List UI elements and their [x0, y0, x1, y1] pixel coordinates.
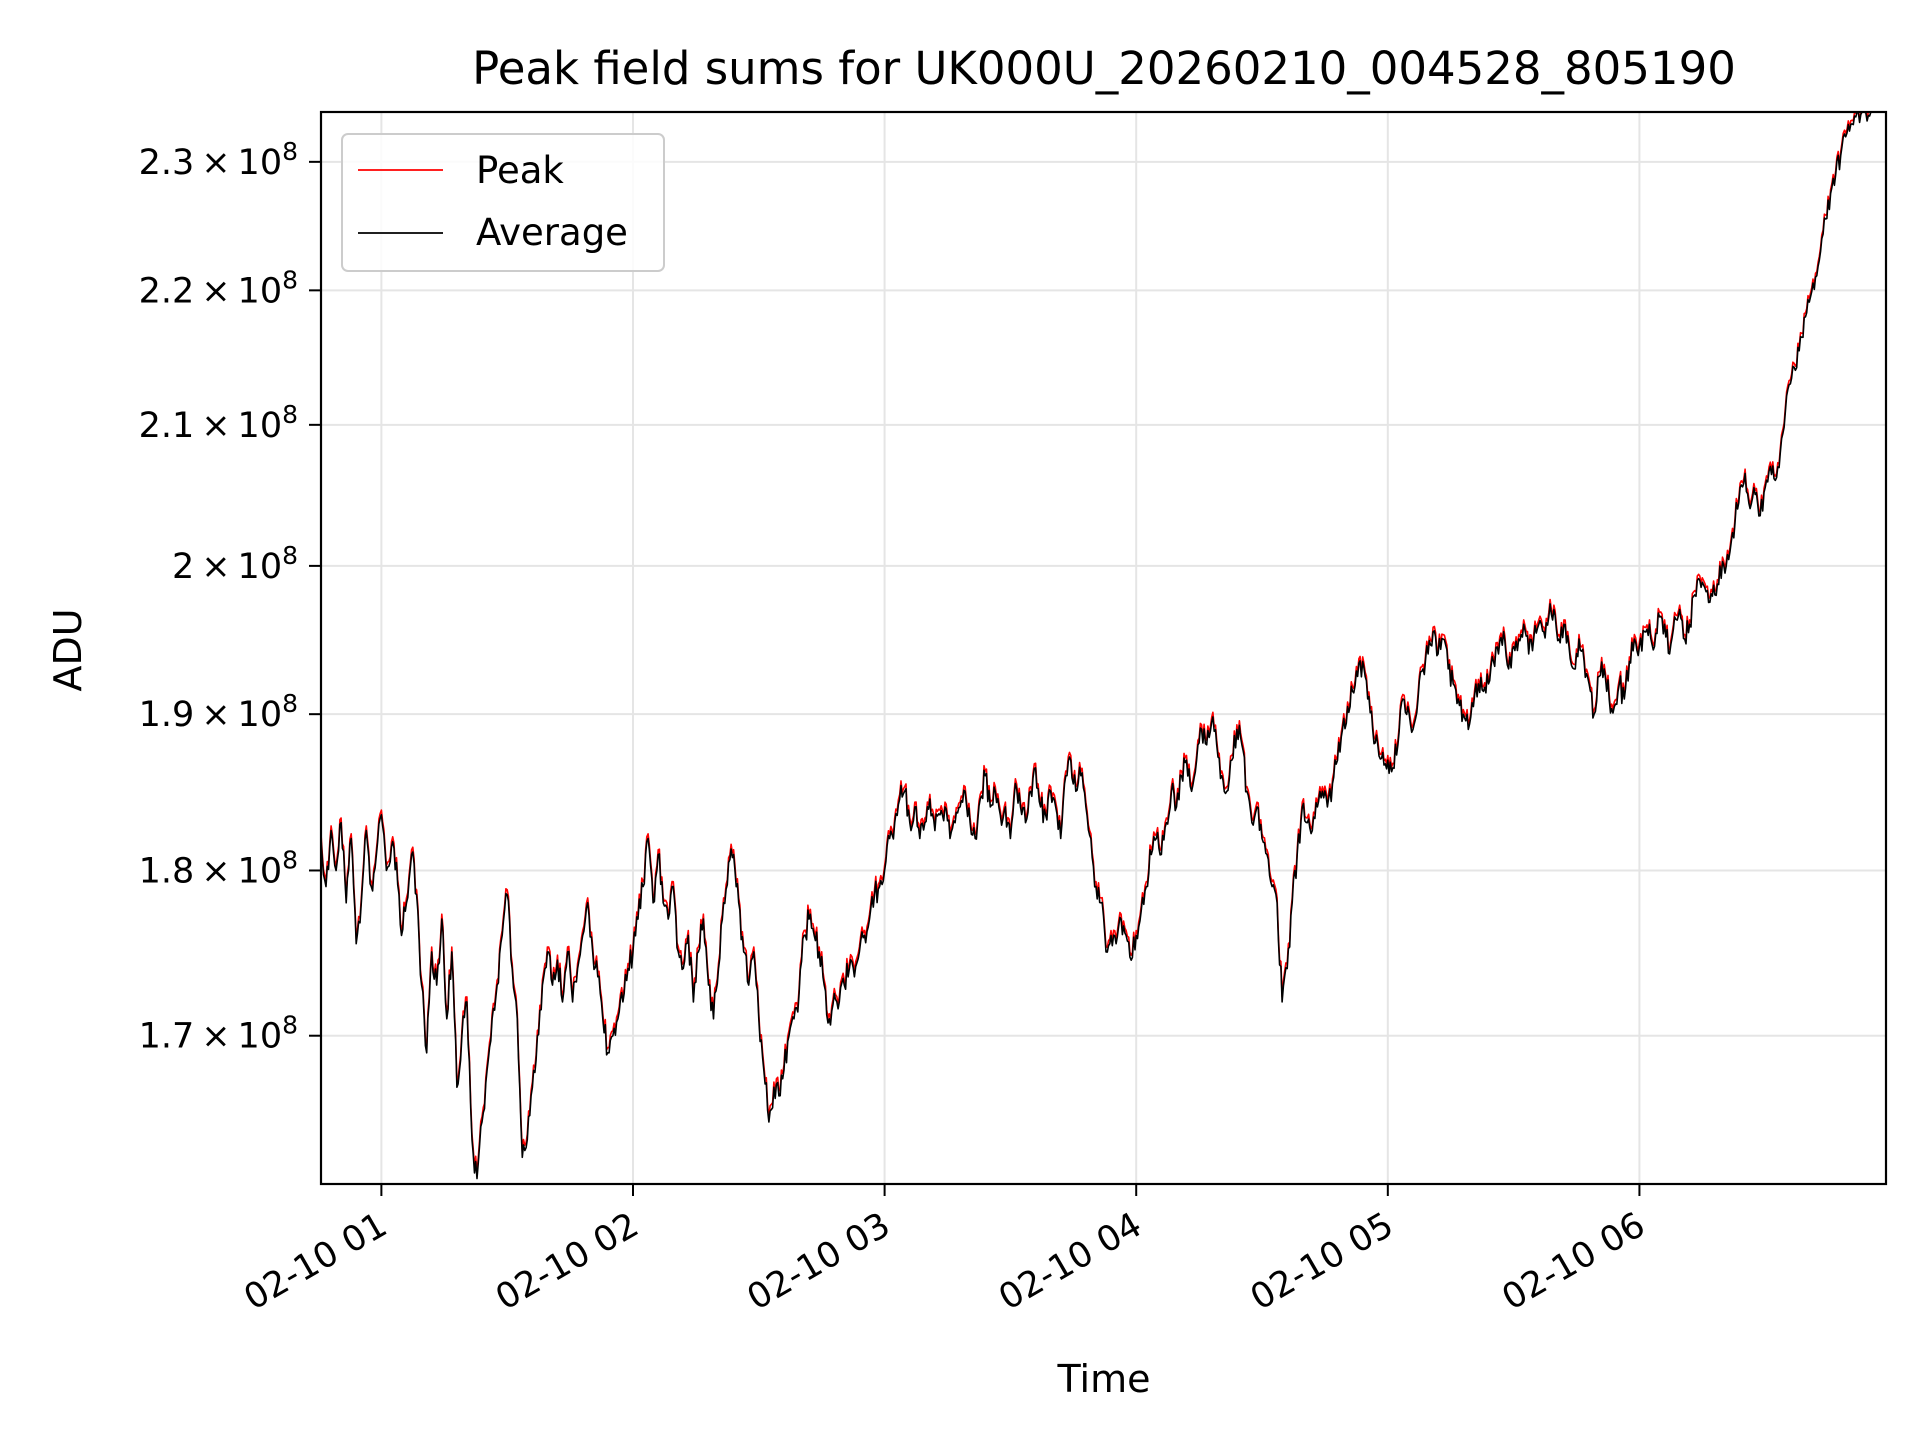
y-tick-mantissa: 2.3: [139, 143, 195, 183]
y-tick-label: 1.8 × 108: [139, 845, 298, 891]
y-tick-exponent: 8: [282, 400, 298, 429]
y-tick-exponent: 8: [282, 541, 298, 570]
y-tick-exponent: 8: [282, 1011, 298, 1040]
plot-area-frame: [319, 110, 1888, 1186]
y-axis-label: ADU: [46, 608, 90, 691]
y-tick-exponent: 8: [282, 689, 298, 718]
y-tick-times: ×: [194, 547, 237, 587]
y-tick-times: ×: [194, 143, 237, 183]
y-tick-mantissa: 1.7: [139, 1017, 195, 1057]
y-tick-exponent: 8: [282, 265, 298, 294]
legend-average-label: Average: [476, 211, 628, 254]
y-tick-times: ×: [194, 695, 237, 735]
y-tick-mantissa: 2: [172, 547, 194, 587]
y-tick-label: 2.2 × 108: [139, 265, 298, 311]
y-tick-base: 10: [238, 1017, 283, 1057]
y-tick-times: ×: [194, 851, 237, 891]
y-tick-base: 10: [238, 406, 283, 446]
y-tick-base: 10: [238, 851, 283, 891]
y-tick-mantissa: 2.1: [139, 406, 195, 446]
y-tick-label: 1.7 × 108: [139, 1011, 298, 1057]
x-axis-label: Time: [1057, 1357, 1151, 1401]
y-tick-times: ×: [194, 406, 237, 446]
y-tick-mantissa: 2.2: [139, 271, 195, 311]
y-tick-base: 10: [238, 547, 283, 587]
grid: [321, 112, 1886, 1184]
y-tick-label: 2 × 108: [172, 541, 298, 587]
y-tick-base: 10: [238, 695, 283, 735]
y-tick-mantissa: 1.9: [139, 695, 195, 735]
y-tick-label: 2.1 × 108: [139, 400, 298, 446]
y-tick-mantissa: 1.8: [139, 851, 195, 891]
y-tick-label: 1.9 × 108: [139, 689, 298, 735]
y-tick-base: 10: [238, 143, 283, 183]
y-tick-times: ×: [194, 1017, 237, 1057]
series-lines: [320, 111, 1872, 1180]
y-tick-exponent: 8: [282, 845, 298, 874]
y-tick-times: ×: [194, 271, 237, 311]
chart-title: Peak field sums for UK000U_20260210_0045…: [472, 42, 1736, 95]
series-line-peak: [320, 111, 1872, 1175]
y-tick-base: 10: [238, 271, 283, 311]
y-tick-label: 2.3 × 108: [139, 137, 298, 183]
legend-box: [341, 133, 665, 272]
y-tick-exponent: 8: [282, 137, 298, 166]
series-line-average: [320, 111, 1872, 1180]
legend-peak-label: Peak: [476, 149, 564, 192]
legend: Peak Average: [341, 133, 665, 272]
